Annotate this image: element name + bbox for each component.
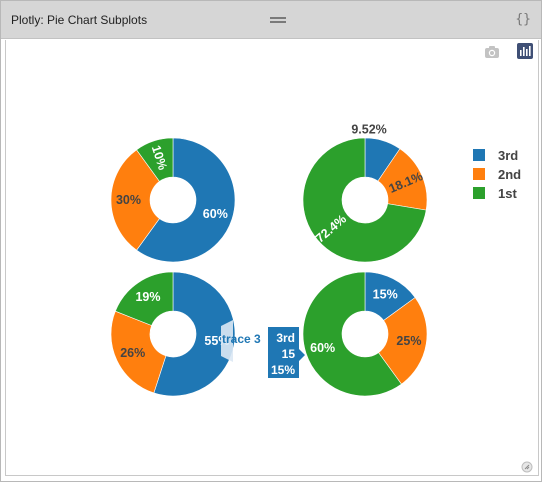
slice-percent-label: 60% — [203, 207, 228, 221]
slice-percent-label: 25% — [396, 334, 421, 348]
pie-slice[interactable] — [153, 271, 236, 397]
json-braces-icon[interactable]: {} — [515, 12, 531, 27]
legend-swatch[interactable] — [473, 149, 485, 161]
pie-subplots-chart: 60%30%10%9.52%18.1%72.4%55%26%19% 15%25%6… — [110, 122, 521, 397]
legend-item-label[interactable]: 2nd — [498, 167, 521, 182]
pie-slice[interactable] — [302, 271, 402, 397]
hover-tooltip-line: 3rd — [276, 331, 295, 345]
hover-trace-name: trace 3 — [222, 332, 261, 346]
pie-slice[interactable] — [110, 310, 167, 394]
slice-percent-label: 19% — [135, 290, 160, 304]
slice-percent-label: 26% — [120, 346, 145, 360]
pie-slice[interactable] — [110, 149, 160, 251]
slice-percent-label: 30% — [116, 193, 141, 207]
legend-item-label[interactable]: 1st — [498, 186, 517, 201]
legend-item-label[interactable]: 3rd — [498, 148, 518, 163]
pie-slice[interactable] — [302, 137, 427, 263]
pie-slice[interactable] — [136, 137, 174, 182]
legend-swatch[interactable] — [473, 168, 485, 180]
resize-handle-icon[interactable] — [521, 461, 533, 473]
pie-slice[interactable] — [114, 271, 174, 326]
slice-percent-label: 9.52% — [351, 122, 386, 136]
window-titlebar[interactable]: Plotly: Pie Chart Subplots {} — [1, 1, 541, 39]
pie-slice[interactable] — [378, 297, 428, 385]
hover-tooltip-box — [268, 327, 305, 378]
hover-highlight — [221, 320, 233, 362]
slice-percent-label: 60% — [310, 341, 335, 355]
camera-icon[interactable] — [484, 45, 500, 59]
legend-swatch[interactable] — [473, 187, 485, 199]
slice-percent-label: 15% — [373, 287, 398, 301]
hover-tooltip-line: 15% — [271, 363, 295, 377]
window-title: Plotly: Pie Chart Subplots — [11, 13, 148, 27]
plotly-logo-icon[interactable] — [517, 43, 533, 59]
drag-handle-icon[interactable] — [270, 17, 286, 23]
hover-tooltip-line: 15 — [282, 347, 296, 361]
pie-slice[interactable] — [136, 137, 236, 263]
plot-area: 60% 30% 10% 9.52% 18.1% 72.4% 55% 26% 19% 15% 25% 6… — [5, 40, 539, 476]
